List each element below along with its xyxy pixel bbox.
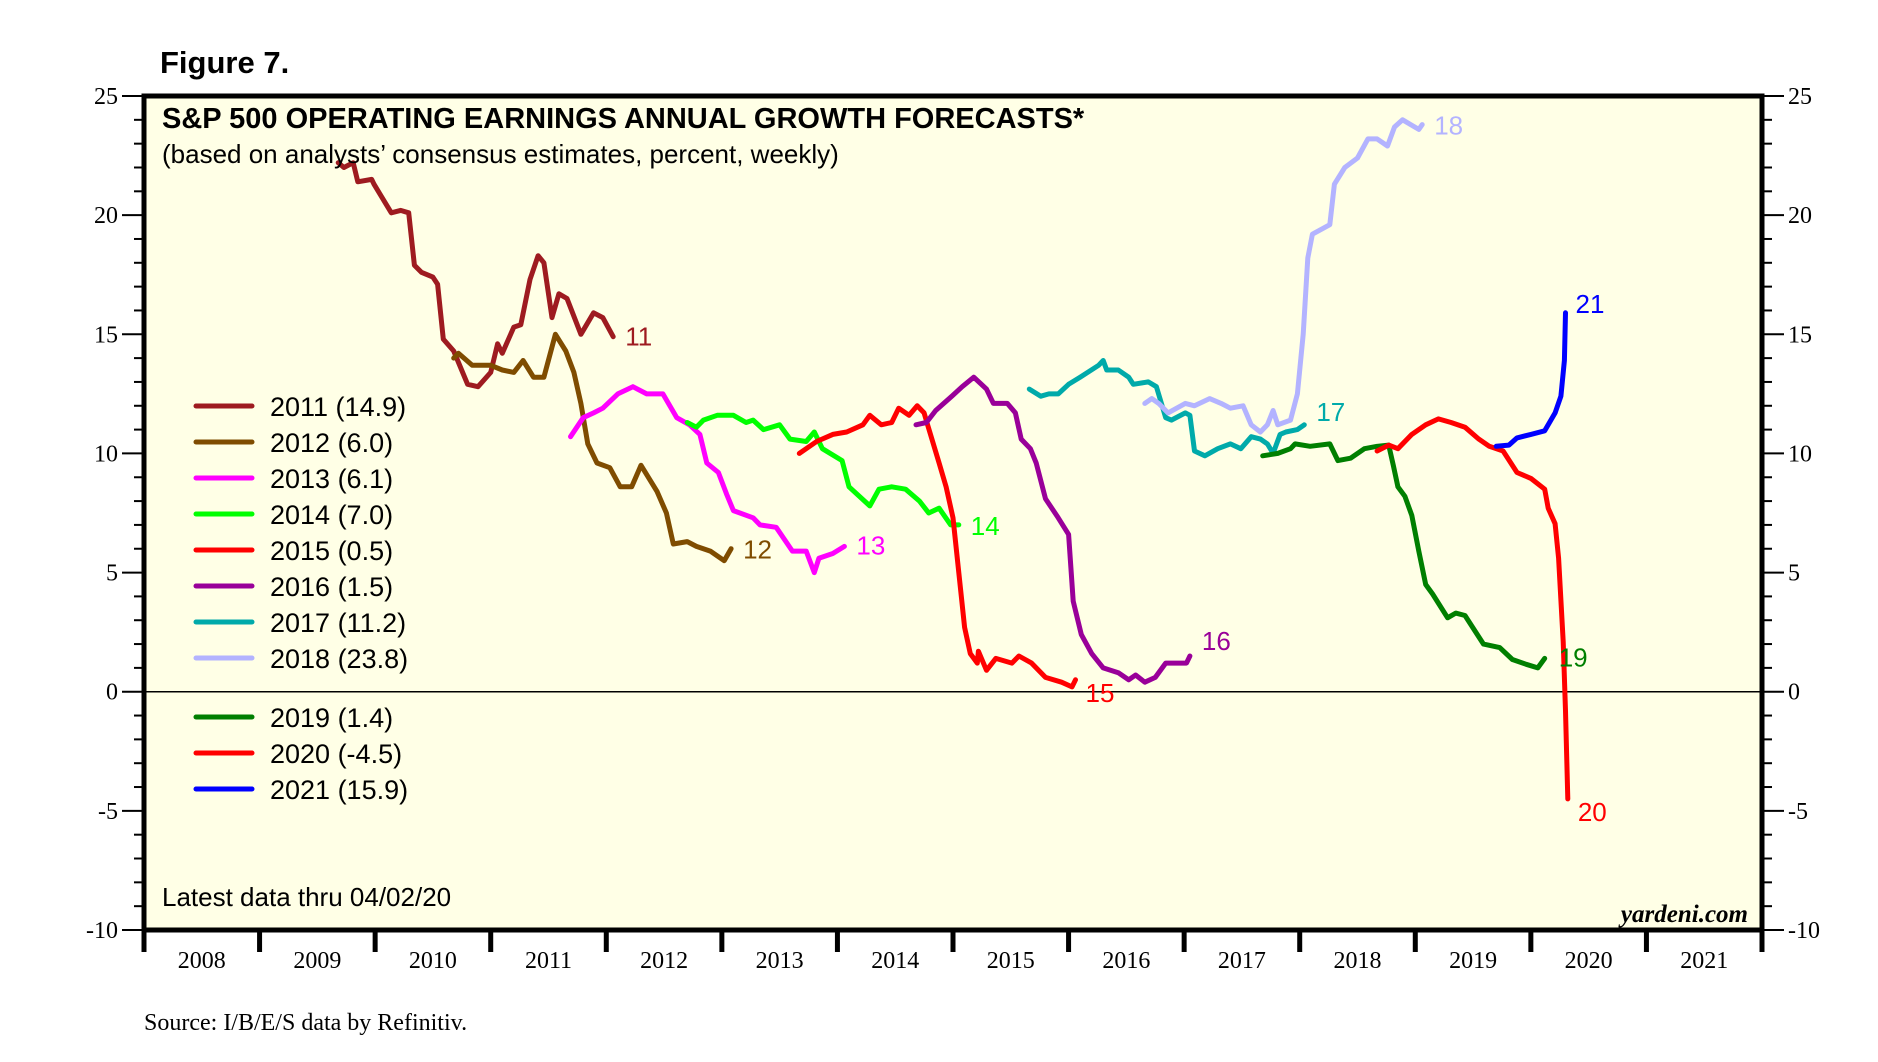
x-tick-label: 2010 [409, 948, 457, 974]
x-tick-label: 2021 [1680, 948, 1728, 974]
legend-item-2017: 2017 (11.2) [193, 608, 406, 638]
y-tick-label-left: 10 [94, 441, 118, 467]
legend-label: 2018 (23.8) [270, 644, 408, 674]
series-line-2016 [913, 374, 1193, 685]
latest-data-note: Latest data thru 04/02/20 [162, 882, 451, 912]
x-tick-label: 2017 [1218, 948, 1266, 974]
legend-label: 2021 (15.9) [270, 775, 408, 805]
plot-border [141, 93, 1765, 933]
y-axis-left: 25 20 15 10 5 0 -5 -10 [86, 84, 144, 944]
legend-item-2011: 2011 (14.9) [193, 392, 406, 422]
series-end-label-2021: 21 [1576, 289, 1605, 319]
series-end-label-2012: 12 [743, 535, 772, 565]
series-line-2012 [451, 331, 734, 564]
legend-item-2020: 2020 (-4.5) [193, 739, 402, 769]
series-end-label-2018: 18 [1434, 111, 1463, 141]
series-line-2021 [1493, 310, 1568, 449]
chart-subtitle: (based on analysts’ consensus estimates,… [162, 139, 839, 169]
series-end-label-2013: 13 [856, 530, 885, 560]
series-line-2011 [335, 160, 616, 390]
series-end-labels: 11 12 13 14 15 16 17 18 19 20 21 [625, 111, 1607, 827]
x-tick-label: 2020 [1565, 948, 1613, 974]
legend-label: 2015 (0.5) [270, 536, 393, 566]
series-end-label-2016: 16 [1202, 626, 1231, 656]
x-tick-label: 2019 [1449, 948, 1497, 974]
y-tick-label-left: 5 [106, 561, 118, 587]
x-tick-label: 2015 [987, 948, 1035, 974]
legend-label: 2014 (7.0) [270, 500, 393, 530]
legend-item-2019: 2019 (1.4) [193, 703, 393, 733]
legend-item-2014: 2014 (7.0) [193, 500, 393, 530]
x-axis: 2008 2009 2010 2011 2012 2013 2014 2015 2016 2017… [141, 930, 1765, 974]
legend-item-2012: 2012 (6.0) [193, 428, 393, 458]
y-tick-label-right: 0 [1788, 680, 1800, 706]
legend-label: 2019 (1.4) [270, 703, 393, 733]
x-tick-label: 2014 [871, 948, 919, 974]
series-group [335, 117, 1571, 802]
series-end-label-2011: 11 [625, 322, 652, 352]
series-line-2019 [1260, 441, 1548, 671]
x-tick-label: 2013 [756, 948, 804, 974]
figure-label: Figure 7. [160, 45, 289, 80]
y-tick-label-right: 10 [1788, 441, 1812, 467]
x-tick-label: 2018 [1334, 948, 1382, 974]
y-tick-label-right: 20 [1788, 203, 1812, 229]
legend-label: 2012 (6.0) [270, 428, 393, 458]
x-tick-label: 2012 [640, 948, 688, 974]
y-tick-label-right: -5 [1788, 799, 1808, 825]
x-tick-label: 2016 [1102, 948, 1150, 974]
legend-label: 2017 (11.2) [270, 608, 406, 638]
y-tick-label-left: 20 [94, 203, 118, 229]
legend-label: 2013 (6.1) [270, 464, 393, 494]
series-end-label-2017: 17 [1316, 397, 1345, 427]
y-tick-label-right: 15 [1788, 322, 1812, 348]
series-end-label-2015: 15 [1086, 678, 1115, 708]
legend: 2011 (14.9) 2012 (6.0) 2013 (6.1) 2014 (7.0… [193, 392, 408, 805]
x-tick-label: 2011 [525, 948, 572, 974]
legend-label: 2020 (-4.5) [270, 739, 402, 769]
x-tick-label: 2009 [293, 948, 341, 974]
brand-label: yardeni.com [1618, 901, 1748, 928]
x-tick-label: 2008 [178, 948, 226, 974]
legend-item-2021: 2021 (15.9) [193, 775, 408, 805]
legend-label: 2011 (14.9) [270, 392, 406, 422]
legend-item-2016: 2016 (1.5) [193, 572, 393, 602]
series-line-2015 [796, 403, 1078, 690]
legend-item-2015: 2015 (0.5) [193, 536, 393, 566]
legend-item-2018: 2018 (23.8) [193, 644, 408, 674]
legend-label: 2016 (1.5) [270, 572, 393, 602]
series-line-2018 [1142, 117, 1425, 435]
y-tick-label-right: -10 [1788, 918, 1820, 944]
y-tick-label-left: -10 [86, 918, 118, 944]
y-tick-label-right: 5 [1788, 561, 1800, 587]
legend-item-2013: 2013 (6.1) [193, 464, 393, 494]
series-line-2017 [1026, 358, 1307, 459]
y-tick-label-left: 15 [94, 322, 118, 348]
series-end-label-2020: 20 [1578, 797, 1607, 827]
y-tick-label-right: 25 [1788, 84, 1812, 110]
series-end-label-2014: 14 [971, 511, 1000, 541]
y-axis-right: 25 20 15 10 5 0 -5 -10 [1762, 84, 1820, 944]
y-tick-label-left: -5 [98, 799, 118, 825]
series-end-label-2019: 19 [1559, 642, 1588, 672]
source-note: Source: I/B/E/S data by Refinitiv. [144, 1010, 467, 1036]
series-line-2013 [568, 384, 847, 576]
y-tick-label-left: 25 [94, 84, 118, 110]
y-tick-label-left: 0 [106, 680, 118, 706]
chart-title: S&P 500 OPERATING EARNINGS ANNUAL GROWTH… [162, 103, 1085, 135]
